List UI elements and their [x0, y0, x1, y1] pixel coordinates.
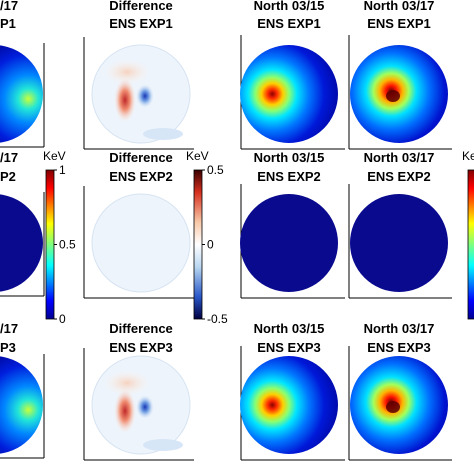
- energy-colorbar-tick-label: 1: [59, 163, 66, 177]
- north-0315-panel: North 03/15 ENS EXP3: [240, 321, 345, 461]
- north-0315-title-line1: North 03/15: [254, 321, 325, 336]
- difference-title-line2: ENS EXP2: [109, 169, 173, 184]
- left-title-line1: /17: [0, 0, 18, 13]
- difference-positive-blob: [114, 78, 136, 122]
- right-colorbar: KeV: [462, 149, 474, 320]
- difference-title-line1: Difference: [109, 150, 173, 165]
- difference-colorbar-tick-label: -0.5: [207, 312, 228, 326]
- left-polar-panel: [0, 194, 43, 292]
- difference-colorbar-tick-label: 0.5: [207, 163, 224, 177]
- left-polar-panel: [0, 356, 43, 454]
- north-0317-panel: North 03/17 ENS EXP2: [348, 150, 452, 299]
- difference-panel: Difference ENS EXP3: [83, 321, 194, 461]
- difference-negative-blob: [136, 395, 154, 419]
- difference-panel: Difference ENS EXP1: [83, 0, 194, 150]
- north-0315-map: [240, 194, 338, 292]
- energy-colorbar-tick-label: 0.5: [59, 238, 76, 252]
- north-0317-title-line1: North 03/17: [364, 321, 435, 336]
- panel-row-2: /17 P2 Difference ENS EXP2 North 03/15 ENS EX…: [0, 150, 452, 299]
- right-colorbar-bar: [467, 169, 474, 320]
- north-0315-panel: North 03/15 ENS EXP1: [240, 0, 345, 150]
- difference-panel: Difference ENS EXP2: [83, 150, 194, 299]
- north-0317-panel: North 03/17 ENS EXP1: [348, 0, 452, 150]
- left-title-line2: P1: [0, 16, 16, 31]
- north-0317-title-line2: ENS EXP1: [367, 16, 431, 31]
- north-0317-map: [350, 194, 448, 292]
- left-title-line2: P3: [0, 340, 16, 355]
- difference-negative-blob: [136, 84, 154, 108]
- left-title-line2: P2: [0, 169, 16, 184]
- north-0315-title-line1: North 03/15: [254, 0, 325, 13]
- difference-title-line1: Difference: [109, 321, 173, 336]
- difference-colorbar-tick-label: 0: [207, 238, 214, 252]
- difference-colorbar-unit: KeV: [186, 149, 209, 163]
- difference-positive-blob: [114, 389, 136, 433]
- left-title-line1: /17: [0, 321, 18, 336]
- north-0317-hotspot: [386, 90, 400, 102]
- north-0315-title-line1: North 03/15: [254, 150, 325, 165]
- difference-edge-blob: [143, 439, 183, 451]
- left-title-line1: /17: [0, 150, 18, 165]
- north-0317-hotspot: [386, 401, 400, 413]
- difference-pale-blob: [105, 60, 149, 84]
- panel-row-1: /17 P1 Difference ENS EXP1 North 03/15 ENS EX…: [0, 0, 452, 150]
- north-0317-title-line2: ENS EXP3: [367, 340, 431, 355]
- energy-colorbar-bar: [45, 169, 55, 320]
- difference-title-line1: Difference: [109, 0, 173, 13]
- north-0317-title-line2: ENS EXP2: [367, 169, 431, 184]
- north-0315-map: [240, 45, 338, 143]
- left-polar-map: [0, 45, 43, 143]
- north-0315-panel: North 03/15 ENS EXP2: [240, 150, 345, 299]
- difference-edge-blob: [143, 128, 183, 140]
- north-0315-title-line2: ENS EXP2: [257, 169, 321, 184]
- left-polar-map: [0, 194, 43, 292]
- north-0315-title-line2: ENS EXP3: [257, 340, 321, 355]
- north-0315-title-line2: ENS EXP1: [257, 16, 321, 31]
- difference-colorbar-bar: [193, 169, 203, 320]
- panel-row-3: /17 P3 Difference ENS EXP3 North 03/15 ENS EX…: [0, 321, 452, 461]
- north-0317-panel: North 03/17 ENS EXP3: [348, 321, 452, 461]
- energy-colorbar-tick-label: 0: [59, 312, 66, 326]
- north-0315-map: [240, 356, 338, 454]
- left-polar-panel: [0, 45, 43, 143]
- north-0317-title-line1: North 03/17: [364, 150, 435, 165]
- north-0317-title-line1: North 03/17: [364, 0, 435, 13]
- difference-map: [91, 193, 191, 293]
- difference-title-line2: ENS EXP1: [109, 16, 173, 31]
- difference-title-line2: ENS EXP3: [109, 340, 173, 355]
- left-polar-map: [0, 356, 43, 454]
- energy-colorbar-unit: KeV: [43, 149, 66, 163]
- difference-pale-blob: [105, 371, 149, 395]
- right-colorbar-unit: KeV: [462, 149, 474, 163]
